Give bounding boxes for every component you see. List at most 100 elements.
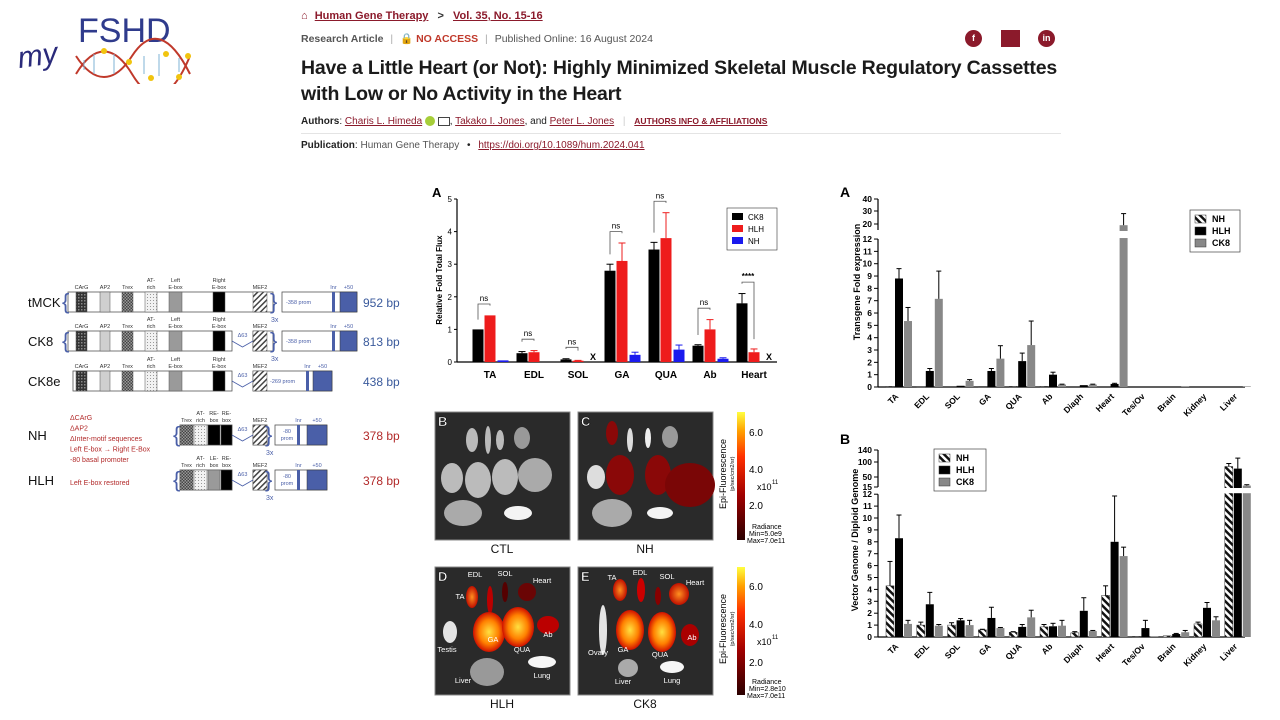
right-brace: } bbox=[265, 467, 272, 492]
regulatory-element bbox=[121, 330, 134, 352]
deletion-line bbox=[231, 434, 254, 442]
x-tick-label: Diaph bbox=[1061, 641, 1085, 665]
bar-hlh bbox=[1049, 374, 1057, 387]
y-tick-label: 50 bbox=[863, 472, 873, 482]
bar-hlh bbox=[1018, 361, 1027, 387]
colorbar-tick: 6.0 bbox=[749, 428, 763, 439]
bar-ck8 bbox=[934, 298, 943, 387]
author-link[interactable]: Peter L. Jones bbox=[549, 116, 615, 127]
breadcrumb-separator: > bbox=[437, 10, 444, 22]
construct-name: CK8e bbox=[28, 374, 61, 389]
regulatory-element bbox=[212, 330, 226, 352]
bar-hlh bbox=[616, 260, 628, 362]
facebook-share-icon[interactable]: f bbox=[965, 30, 982, 47]
bar-ck8 bbox=[648, 249, 660, 362]
tissue-label: SOL bbox=[497, 569, 512, 578]
breadcrumb-journal[interactable]: Human Gene Therapy bbox=[314, 10, 429, 22]
regulatory-element bbox=[207, 469, 221, 491]
regulatory-element bbox=[212, 291, 226, 313]
y-tick-label: 4 bbox=[867, 584, 872, 594]
linkedin-share-icon[interactable]: in bbox=[1038, 30, 1055, 47]
imaging-panel-d: D EDL SOL Heart TA Testis GA QUA Ab Liver Lung HLH bbox=[434, 566, 571, 711]
panel-caption: CTL bbox=[491, 542, 514, 556]
bar-hlh bbox=[1049, 626, 1057, 637]
element-label: RE- bbox=[209, 411, 219, 417]
colorbar-title: Epi-Fluorescence bbox=[718, 594, 728, 664]
element-label: box bbox=[222, 463, 231, 469]
publication-row: Publication: Human Gene Therapy • https:… bbox=[301, 140, 645, 151]
y-tick-label: 9 bbox=[867, 525, 872, 535]
element-label: rich bbox=[147, 364, 156, 370]
y-tick-label: 1 bbox=[448, 325, 453, 334]
tissue-sample bbox=[466, 586, 478, 608]
bar-hlh bbox=[704, 329, 716, 362]
tissue-label: Liver bbox=[455, 676, 472, 685]
author-link[interactable]: Charis L. Himeda bbox=[344, 116, 423, 127]
bar-nh bbox=[916, 624, 926, 638]
tissue-sample bbox=[655, 587, 661, 605]
inr-label: Inr bbox=[295, 418, 302, 424]
breadcrumb: ⌂ Human Gene Therapy > Vol. 35, No. 15-1… bbox=[301, 10, 543, 22]
breadcrumb-issue[interactable]: Vol. 35, No. 15-16 bbox=[452, 10, 543, 22]
element-label: Right bbox=[213, 278, 226, 284]
construct-name: HLH bbox=[28, 473, 54, 488]
bar-nh bbox=[1039, 386, 1049, 388]
y-tick-label: 0 bbox=[867, 632, 872, 642]
y-tick-label: 3 bbox=[867, 596, 872, 606]
publication-journal: Human Gene Therapy bbox=[360, 140, 460, 151]
logo-graphic: my FSHD bbox=[16, 12, 191, 96]
panel-letter: C bbox=[581, 414, 591, 429]
element-label: rich bbox=[147, 285, 156, 291]
bar-nh bbox=[885, 585, 895, 638]
tissue-sample bbox=[502, 582, 508, 602]
logo-brand: FSHD bbox=[78, 12, 171, 50]
tissue-sample bbox=[537, 616, 559, 634]
lock-icon: 🔒 bbox=[400, 33, 414, 45]
tissue-label: Ab bbox=[543, 630, 552, 639]
x-tick-label: Heart bbox=[1094, 641, 1117, 664]
deletion-line bbox=[231, 479, 254, 487]
tissue-sample bbox=[645, 455, 671, 495]
y-tick-label: 1 bbox=[867, 370, 872, 380]
left-brace: { bbox=[173, 467, 180, 492]
tissue-sample bbox=[606, 421, 618, 445]
publication-label: Publication bbox=[301, 140, 355, 151]
construct-name: CK8 bbox=[28, 334, 53, 349]
tissue-label: SOL bbox=[659, 572, 674, 581]
bar-ck8 bbox=[1212, 620, 1220, 637]
y-tick-label: 7 bbox=[867, 296, 872, 306]
email-icon[interactable] bbox=[437, 116, 450, 126]
bar-hlh bbox=[572, 360, 584, 362]
legend-swatch bbox=[732, 225, 743, 232]
orcid-icon[interactable] bbox=[424, 116, 435, 127]
twitter-share-icon[interactable] bbox=[1001, 30, 1020, 47]
bar-ck8 bbox=[1058, 384, 1066, 387]
plus50-label: +50 bbox=[344, 324, 353, 330]
myfshd-logo[interactable]: my FSHD bbox=[14, 4, 204, 96]
significance-bracket bbox=[521, 338, 535, 342]
bar-ck8 bbox=[1181, 386, 1190, 387]
bar-nh bbox=[1132, 636, 1141, 638]
x-tick-label: SOL bbox=[568, 370, 589, 381]
tissue-label: Heart bbox=[686, 578, 705, 587]
authors-info-link[interactable]: AUTHORS INFO & AFFILIATIONS bbox=[634, 116, 768, 126]
authors-label: Authors bbox=[301, 116, 340, 127]
bar-hlh bbox=[987, 617, 996, 637]
bar-ck8 bbox=[1088, 384, 1097, 387]
home-icon[interactable]: ⌂ bbox=[301, 10, 308, 22]
legend-swatch bbox=[1194, 238, 1207, 248]
author-link[interactable]: Takako I. Jones bbox=[455, 116, 525, 127]
doi-link[interactable]: https://doi.org/10.1089/hum.2024.041 bbox=[478, 140, 645, 151]
significance-bracket bbox=[565, 346, 579, 351]
tissue-sample bbox=[470, 658, 504, 686]
x-tick-label: TA bbox=[484, 370, 497, 381]
imaging-panel-b: B CTL bbox=[434, 411, 571, 556]
right-brace: } bbox=[270, 328, 277, 353]
x-tick-label: EDL bbox=[912, 641, 931, 660]
panel-caption: NH bbox=[636, 542, 653, 556]
plus50-label: +50 bbox=[312, 418, 321, 424]
regulatory-element bbox=[144, 370, 158, 392]
